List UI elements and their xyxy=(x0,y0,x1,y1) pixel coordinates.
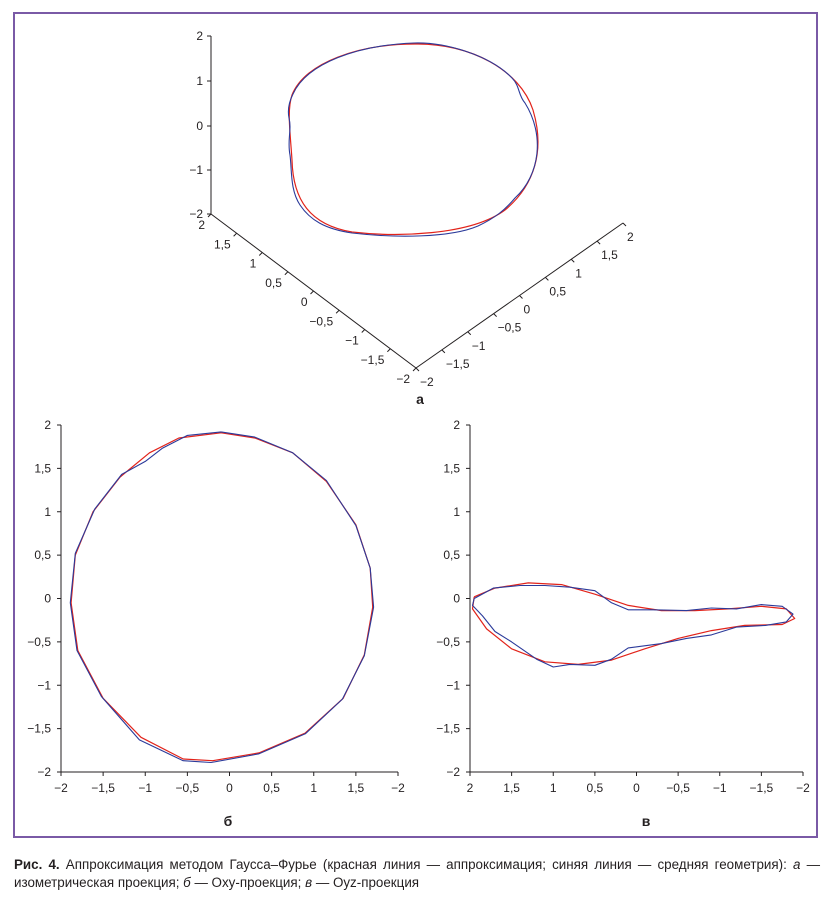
a-y-tick xyxy=(441,349,446,354)
y-tick-label: −0,5 xyxy=(436,635,460,649)
a-y-tick xyxy=(493,313,497,317)
caption-text-1: Аппроксимация методом Гаусса–Фурье (крас… xyxy=(59,857,793,872)
a-z-tick-label: 1 xyxy=(196,74,203,88)
a-x-tick xyxy=(233,232,237,237)
panel-letter-c: в xyxy=(642,813,651,829)
figure-frame xyxy=(13,12,818,838)
a-y-tick-label: −1,5 xyxy=(446,357,470,371)
a-x-tick-label: 0,5 xyxy=(265,276,282,290)
x-tick-label: −1 xyxy=(138,781,152,795)
x-tick-label: −2 xyxy=(54,781,68,795)
y-tick-label: 0 xyxy=(44,592,51,606)
a-x-tick-label: 2 xyxy=(198,218,205,232)
a-y-tick-label: 0 xyxy=(524,303,531,317)
a-x-tick-label: 1,5 xyxy=(214,237,231,251)
y-tick-label: 0,5 xyxy=(443,548,460,562)
a-x-tick-label: 0 xyxy=(301,295,308,309)
a-x-tick xyxy=(284,271,289,276)
a-x-tick xyxy=(258,252,263,256)
a-x-tick xyxy=(310,290,314,295)
a-y-tick-label: 1 xyxy=(575,266,582,280)
y-tick-label: 1,5 xyxy=(443,461,460,475)
caption-label: Рис. 4. xyxy=(14,857,60,872)
x-tick-label: −1 xyxy=(713,781,727,795)
x-tick-label: −1,5 xyxy=(91,781,115,795)
panel-b-oxy: 21,510,50−0,5−1−1,5−2−2 −1,5 −1 −0,5 0 0,5 1 1,… xyxy=(27,418,405,829)
a-z-tick-label: 0 xyxy=(196,119,203,133)
x-tick-label: 0,5 xyxy=(587,781,604,795)
y-tick-label: −2 xyxy=(446,765,460,779)
y-tick-label: 2 xyxy=(453,418,460,432)
a-y-tick xyxy=(622,222,627,227)
a-y-tick xyxy=(570,258,575,263)
caption-c-text: — Oyz-проекция xyxy=(312,875,420,890)
a-x-tick xyxy=(361,329,366,333)
a-y-tick xyxy=(519,295,523,299)
a-y-tick-label: 0,5 xyxy=(549,284,566,298)
a-y-tick xyxy=(596,240,601,245)
y-tick-label: 2 xyxy=(44,418,51,432)
y-tick-label: 0 xyxy=(453,592,460,606)
mean-geometry-curve xyxy=(471,584,794,668)
y-tick-label: 1 xyxy=(453,505,460,519)
y-tick-label: −1,5 xyxy=(436,722,460,736)
y-tick-label: 1,5 xyxy=(34,461,51,475)
x-tick-label: 1,5 xyxy=(503,781,520,795)
figure-caption: Рис. 4. Аппроксимация методом Гаусса–Фур… xyxy=(14,856,820,892)
x-tick-label: −2 xyxy=(391,781,405,795)
a-y-tick-label: −2 xyxy=(420,375,434,389)
a-x-tick-label: −0,5 xyxy=(309,314,333,328)
a-x-tick xyxy=(335,309,340,314)
panel-a-isometric: 210−1−221,510,50−0,5−1−1,5−2 −2−1,5−1−0,5… xyxy=(189,29,634,407)
mean-geometry-curve-a xyxy=(287,42,538,237)
y-tick-label: −0,5 xyxy=(27,635,51,649)
approximation-curve-a xyxy=(288,43,539,235)
x-tick-label: 2 xyxy=(467,781,474,795)
a-x-tick-label: −1 xyxy=(345,334,359,348)
x-tick-label: 0,5 xyxy=(263,781,280,795)
panel-letter-b: б xyxy=(224,813,233,829)
a-x-tick xyxy=(207,213,212,218)
x-tick-label: −2 xyxy=(796,781,810,795)
x-tick-label: 1,5 xyxy=(348,781,365,795)
y-tick-label: 1 xyxy=(44,505,51,519)
caption-c-letter: в xyxy=(305,875,313,890)
y-tick-label: −1 xyxy=(37,678,51,692)
a-y-tick xyxy=(415,367,420,372)
caption-a-letter: а xyxy=(792,857,801,872)
x-tick-label: 0 xyxy=(633,781,640,795)
x-tick-label: 0 xyxy=(226,781,233,795)
a-x-tick-label: −2 xyxy=(396,372,410,386)
a-z-tick-label: −1 xyxy=(189,163,203,177)
y-tick-label: −1 xyxy=(446,678,460,692)
caption-b-text: — Oxy-проекция; xyxy=(190,875,306,890)
x-tick-label: 1 xyxy=(310,781,317,795)
y-tick-label: −1,5 xyxy=(27,722,51,736)
approximation-curve xyxy=(471,582,796,666)
a-x-tick-label: −1,5 xyxy=(361,353,385,367)
a-z-tick-label: −2 xyxy=(189,207,203,221)
x-tick-label: 1 xyxy=(550,781,557,795)
x-tick-label: −0,5 xyxy=(666,781,690,795)
y-tick-label: 0,5 xyxy=(34,548,51,562)
a-y-tick-label: 2 xyxy=(627,230,634,244)
panel-c-oyz: 2 1,5 1 0,5 0 −0,5 −1 −1,5 −2 2 1,5 1 0,5 0 −0,5 −1 −1,5… xyxy=(436,418,810,829)
a-z-tick-label: 2 xyxy=(196,29,203,43)
caption-b-letter: б xyxy=(183,875,191,890)
mean-geometry-curve xyxy=(69,431,375,764)
a-y-tick xyxy=(545,277,549,281)
caption-a-text: — изометрическая проекция; xyxy=(14,857,820,890)
x-tick-label: −1,5 xyxy=(750,781,774,795)
a-y-tick-label: −0,5 xyxy=(498,321,522,335)
y-tick-label: −2 xyxy=(37,765,51,779)
panel-letter-a: а xyxy=(416,391,424,407)
a-y-tick-label: −1 xyxy=(472,339,486,353)
a-x-tick-label: 1 xyxy=(250,257,257,271)
a-y-tick-label: 1,5 xyxy=(601,248,618,262)
a-x-tick xyxy=(387,348,391,353)
x-tick-label: −0,5 xyxy=(176,781,200,795)
a-x-tick xyxy=(412,367,417,372)
a-y-tick xyxy=(467,331,472,336)
